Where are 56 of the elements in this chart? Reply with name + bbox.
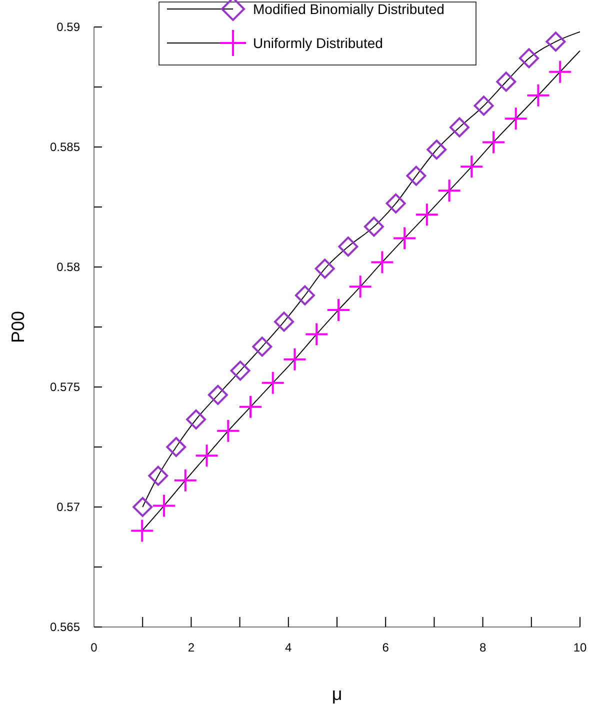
legend-label: Uniformly Distributed [253,35,383,51]
point [406,166,426,186]
point [438,180,460,202]
point [306,323,328,346]
point [482,131,504,154]
point [549,60,572,83]
point [394,227,416,250]
point [349,276,372,298]
point [186,409,206,430]
point [252,336,272,357]
y-tick-label: 0.575 [50,380,80,394]
point [274,312,294,332]
y-tick-label: 0.57 [56,500,80,514]
point [217,420,240,442]
point [546,32,566,52]
point [518,48,539,68]
point [132,497,153,517]
point [208,384,228,405]
x-tick-label: 2 [188,640,195,655]
x-tick-label: 4 [285,640,292,655]
point [449,117,470,138]
x-tick-label: 8 [479,640,486,655]
point [426,140,447,160]
point [314,258,335,279]
point [152,494,175,517]
point [131,520,154,542]
point [496,72,516,92]
point [148,466,168,486]
point [166,437,186,457]
x-axis-title: μ [332,684,342,704]
point [294,285,315,306]
point [327,298,350,321]
point [460,156,483,178]
point [262,372,284,394]
x-tick-label: 10 [573,640,587,655]
y-tick-label: 0.59 [56,20,80,34]
point [527,84,550,106]
legend-label: Modified Binomially Distributed [253,1,444,17]
x-tick-label: 0 [90,640,98,655]
point [371,251,394,274]
point [364,216,384,237]
point [474,96,494,116]
point [230,360,250,381]
point [174,469,196,492]
point [239,396,262,418]
point [196,444,218,467]
y-tick-label: 0.58 [56,260,80,274]
point [338,236,358,257]
point [284,348,306,370]
point [386,193,406,214]
point [416,204,438,226]
x-tick-label: 6 [382,640,390,655]
y-axis-title: P00 [8,310,28,344]
y-tick-label: 0.565 [50,620,80,634]
point [504,108,527,130]
y-tick-label: 0.585 [50,140,80,154]
